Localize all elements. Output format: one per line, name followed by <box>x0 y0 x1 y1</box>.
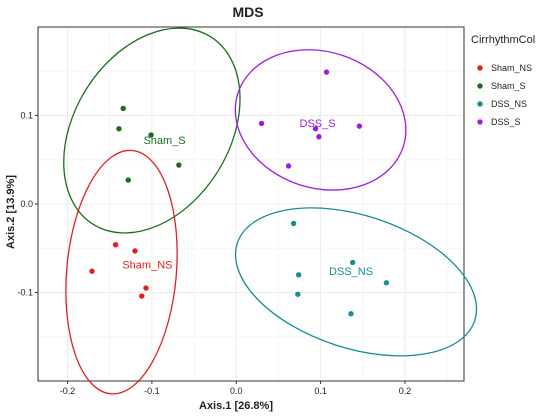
data-point <box>139 293 145 299</box>
data-point <box>383 280 390 286</box>
data-point <box>285 163 292 169</box>
legend-item-label: DSS_S <box>491 117 521 127</box>
data-point <box>323 69 330 75</box>
data-point <box>176 162 182 168</box>
legend-item-label: Sham_NS <box>491 63 532 73</box>
data-point <box>132 248 138 254</box>
data-point <box>125 177 131 183</box>
x-tick-label: -0.2 <box>60 386 76 396</box>
data-point <box>120 105 126 112</box>
x-tick-label: 0.0 <box>230 386 243 396</box>
data-point <box>112 242 119 248</box>
y-tick-label: 0.1 <box>20 111 33 121</box>
data-point <box>295 291 301 297</box>
data-point <box>89 268 95 274</box>
data-point <box>295 272 302 278</box>
confidence-ellipse <box>65 149 178 395</box>
x-axis-label: Axis.1 [26.8%] <box>199 400 273 412</box>
group-label: DSS_NS <box>329 266 373 278</box>
legend-marker <box>477 101 483 107</box>
y-axis-label: Axis.2 [13.9%] <box>5 175 17 249</box>
data-point <box>316 134 322 140</box>
confidence-ellipse <box>234 207 478 357</box>
data-point <box>290 220 297 227</box>
x-tick-label: -0.1 <box>144 386 160 396</box>
data-point <box>258 120 265 127</box>
legend-item-label: DSS_NS <box>491 99 527 109</box>
data-point <box>116 126 122 132</box>
confidence-ellipse <box>234 49 407 191</box>
x-tick-label: 0.1 <box>314 386 327 396</box>
data-point <box>356 123 363 129</box>
y-tick-label: 0.0 <box>20 199 33 209</box>
legend-marker <box>477 65 483 71</box>
data-point <box>348 311 354 317</box>
data-point <box>349 259 356 266</box>
y-tick-label: -0.1 <box>17 288 33 298</box>
legend-item-label: Sham_S <box>491 81 526 91</box>
chart-title: MDS <box>232 4 263 20</box>
legend: Sham_NS Sham_S DSS_NS DSS_S <box>477 63 532 127</box>
plot-area: -0.2 -0.1 0.0 0.1 0.2 -0.1 0.0 0.1 Sham_NS Sham_S… <box>17 26 478 396</box>
x-tick-label: 0.2 <box>399 386 412 396</box>
data-point <box>143 285 149 291</box>
data-point <box>312 126 319 132</box>
legend-marker <box>477 119 483 125</box>
confidence-ellipse <box>63 27 241 234</box>
group-label: DSS_S <box>300 118 336 130</box>
legend-title: CirrhythmCol <box>471 34 535 46</box>
group-label: Sham_S <box>143 135 185 147</box>
group-label: Sham_NS <box>122 260 172 272</box>
legend-marker <box>477 83 483 89</box>
data-point <box>148 132 154 138</box>
